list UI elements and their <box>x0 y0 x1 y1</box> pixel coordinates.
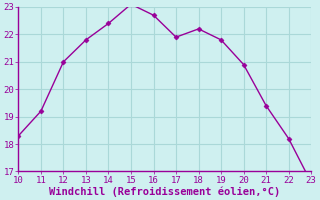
X-axis label: Windchill (Refroidissement éolien,°C): Windchill (Refroidissement éolien,°C) <box>49 186 280 197</box>
